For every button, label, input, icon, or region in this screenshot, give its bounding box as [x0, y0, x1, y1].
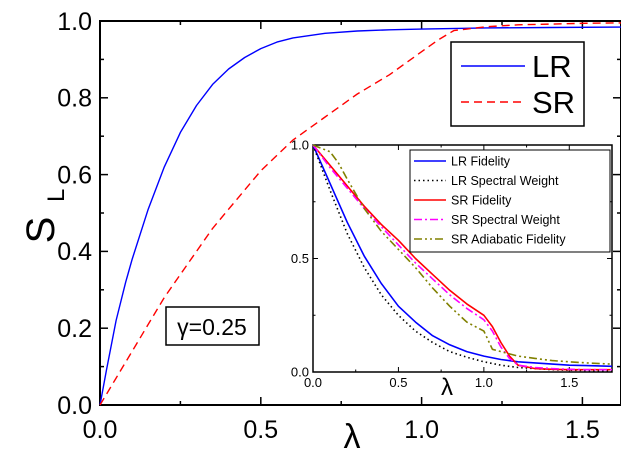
- y-axis-label: S: [19, 217, 63, 244]
- series-line-sr: [99, 22, 621, 406]
- legend-label-lr: LR: [532, 49, 572, 84]
- y-tick-label: 0.5: [291, 251, 309, 266]
- x-tick-label: 1.5: [560, 375, 578, 390]
- x-tick-label: 0.0: [304, 375, 322, 390]
- series-line-lr: [99, 26, 621, 406]
- y-tick-label: 0.0: [57, 392, 92, 420]
- inset-legend-label-3: SR Spectral Weight: [451, 213, 560, 227]
- x-tick-label: 0.5: [389, 375, 407, 390]
- inset-legend-label-1: LR Spectral Weight: [451, 174, 559, 188]
- y-tick-label: 1.0: [57, 8, 92, 36]
- inset-legend-box: [409, 149, 611, 253]
- annotation-text: γ=0.25: [177, 314, 247, 340]
- y-tick-label: 0.2: [57, 315, 92, 343]
- x-tick-label: 1.0: [475, 375, 493, 390]
- series-line-lr-spectral-weight: [312, 144, 613, 372]
- series-line-sr-adiabatic-fidelity: [312, 144, 613, 365]
- y-tick-label: 0.6: [57, 161, 92, 189]
- y-tick-label: 1.0: [291, 138, 309, 153]
- y-tick-label: 0.4: [57, 238, 92, 266]
- main-plot: 0.0 0.5 1.0 1.50.00.20.40.60.81.0λSLLRSRγ=0…: [19, 8, 621, 449]
- y-axis-label-group: SL: [19, 189, 70, 244]
- legend-label-sr: SR: [532, 85, 575, 120]
- x-tick-label: 1.0: [404, 416, 439, 444]
- series-line-sr-fidelity: [312, 144, 612, 371]
- y-tick-label: 0.8: [57, 85, 92, 113]
- annotation-box: [165, 306, 260, 346]
- series-line-lr-fidelity: [312, 144, 613, 368]
- y-tick-label: 0.0: [291, 365, 309, 380]
- x-axis-label: λ: [344, 418, 361, 449]
- inset-legend-label-2: SR Fidelity: [451, 194, 512, 208]
- annotation-gamma: γ=0.25: [165, 306, 260, 346]
- inset-plot: 0.0 0.5 1.0 1.5 0.0 0.5 1.0 λ LR Fidelity LR Spec…: [291, 138, 613, 401]
- inset-x-axis-label: λ: [441, 374, 453, 401]
- inset-legend: LR Fidelity LR Spectral Weight SR Fidelity…: [409, 149, 611, 253]
- inset-legend-label-4: SR Adiabatic Fidelity: [451, 233, 566, 247]
- x-tick-label: 0.0: [83, 416, 118, 444]
- x-tick-label: 0.5: [243, 416, 278, 444]
- main-legend-box: [450, 41, 585, 127]
- inset-legend-label-0: LR Fidelity: [451, 155, 511, 169]
- y-axis-label-subscript: L: [43, 189, 70, 202]
- x-tick-label: 1.5: [565, 416, 600, 444]
